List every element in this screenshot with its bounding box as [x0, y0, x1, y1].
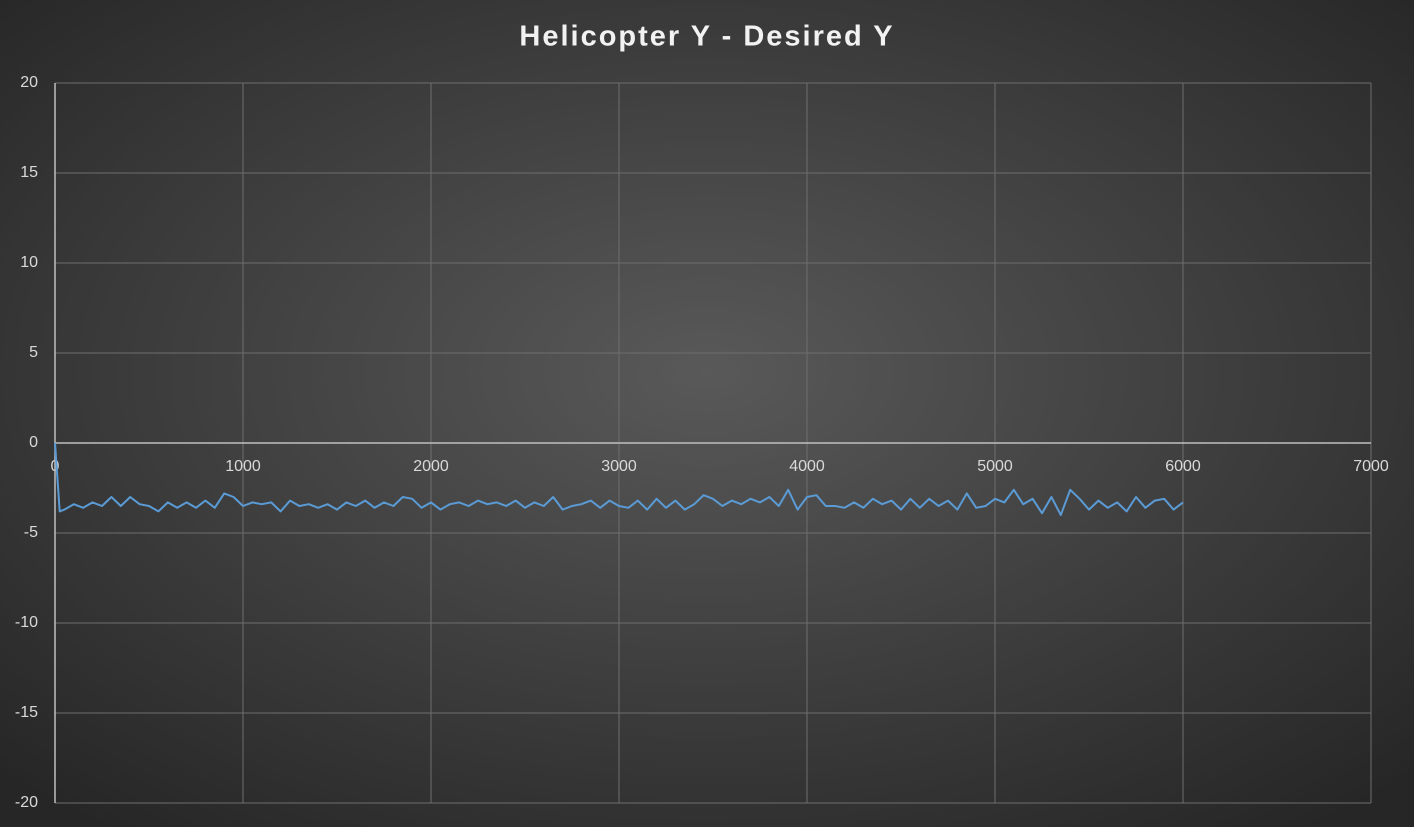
y-tick-label: -15: [15, 704, 38, 721]
y-tick-label: 20: [20, 74, 38, 91]
y-tick-label: -20: [15, 794, 38, 811]
data-line: [54, 442, 1184, 516]
x-tick-label: 4000: [789, 458, 825, 475]
y-tick-label: 0: [29, 434, 38, 451]
x-tick-label: 6000: [1165, 458, 1201, 475]
y-tick-label: 5: [29, 344, 38, 361]
chart-title: Helicopter Y - Desired Y: [519, 21, 894, 53]
x-tick-label: 3000: [601, 458, 637, 475]
x-tick-label: 2000: [413, 458, 449, 475]
x-tick-label: 1000: [225, 458, 261, 475]
x-tick-label: 7000: [1353, 458, 1389, 475]
y-tick-label: 10: [20, 254, 38, 271]
y-tick-label: -5: [24, 524, 38, 541]
y-tick-label: -10: [15, 614, 38, 631]
y-tick-label: 15: [20, 164, 38, 181]
x-tick-label: 5000: [977, 458, 1013, 475]
